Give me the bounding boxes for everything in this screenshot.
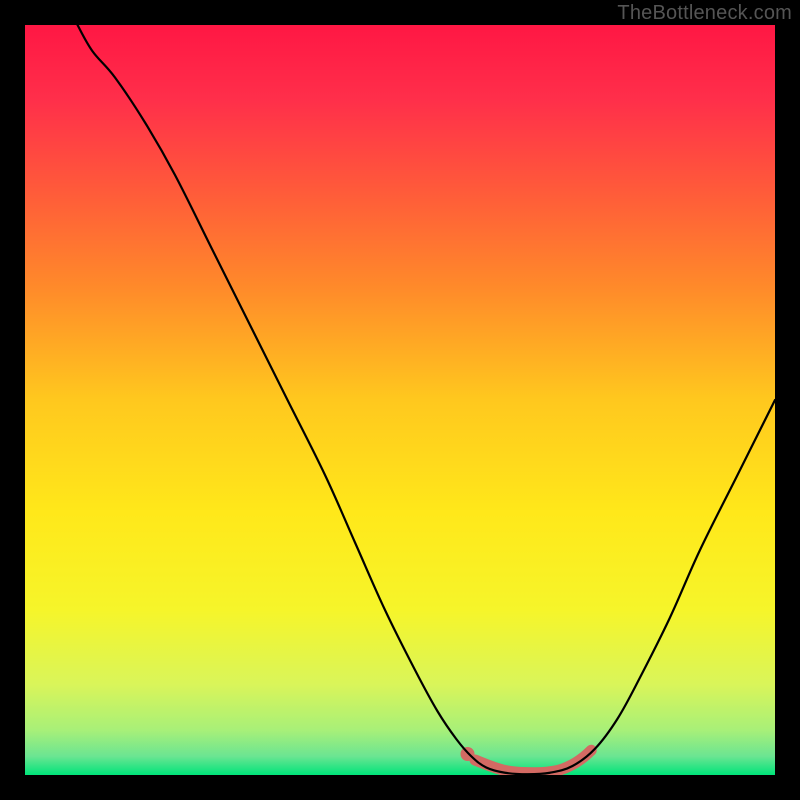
attribution-text: TheBottleneck.com bbox=[617, 2, 792, 25]
figure-root: TheBottleneck.com bbox=[0, 0, 800, 800]
chart-canvas bbox=[0, 0, 800, 800]
plot-background bbox=[25, 25, 775, 775]
